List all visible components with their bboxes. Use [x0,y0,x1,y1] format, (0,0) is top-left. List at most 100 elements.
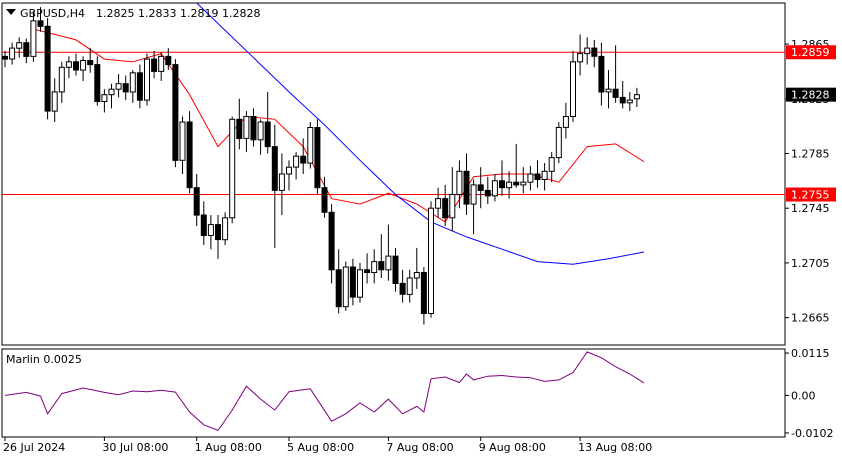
ind-tick-label-0: 0.0115 [791,347,830,360]
candle-body-bear [349,266,356,298]
candle-7 [51,78,58,123]
candle-body-bull [520,181,527,186]
x-tick-label-5: 9 Aug 08:00 [479,441,546,454]
candle-27 [193,174,200,226]
candle-body-bear [151,58,158,72]
ohlc-readout: 1.2825 1.2833 1.2819 1.2828 [96,7,260,20]
candle-37 [264,91,271,154]
candle-22 [158,52,165,81]
current-price-tag: 1.2828 [786,87,836,102]
candle-body-bull [626,99,633,104]
candle-body-bear [44,25,51,112]
candle-body-bear [364,269,371,273]
candle-body-bull [357,269,363,298]
candle-36 [257,119,264,155]
candle-body-bull [115,83,122,90]
candle-29 [207,215,214,250]
candle-body-bear [321,187,328,213]
candle-50 [357,262,363,303]
candle-59 [420,267,427,325]
candle-33 [236,98,243,150]
candle-52 [371,249,378,284]
indicator-pane-frame [1,348,786,438]
candle-6 [44,18,51,120]
candle-26 [186,111,193,194]
candle-body-bear [442,198,449,219]
candle-24 [172,59,179,168]
candle-body-bear [271,146,278,191]
candle-body-bull [406,277,413,295]
y-tick-label-3: 1.2745 [791,202,830,215]
level-price-tag-1: 1.2755 [786,187,836,202]
candle-body-bear [378,261,385,271]
candle-79 [562,102,569,139]
candle-76 [541,163,548,191]
candle-61 [435,187,442,218]
candle-body-bull [555,127,562,159]
candle-body-bull [243,116,250,139]
candle-body-bull [456,170,463,196]
candle-body-bear [328,211,335,271]
blue-moving-average [196,2,645,265]
ind-tick-label-1: 0.00 [791,389,816,402]
candle-89 [633,87,640,107]
candle-87 [619,80,626,109]
candle-47 [335,249,342,314]
candle-88 [626,91,633,112]
candle-body-bull [101,94,108,102]
main-price-pane[interactable] [1,2,786,346]
candle-body-bull [108,88,115,96]
candle-body-bull [278,173,285,191]
candle-body-bear [250,116,257,141]
candle-body-bear [463,170,470,205]
candle-body-bear [314,127,321,189]
candle-body-bear [186,121,193,189]
candle-body-bear [165,55,172,66]
current-price-tag-bg [786,87,836,102]
candle-77 [548,152,555,183]
indicator-pane[interactable] [1,348,786,438]
candle-53 [378,234,385,278]
candle-body-bull [286,166,292,175]
candle-49 [349,258,356,306]
candle-34 [243,111,250,153]
candle-56 [399,269,406,303]
candle-body-bear [591,47,598,57]
candle-69 [491,174,498,202]
candle-30 [215,215,221,259]
candle-body-bull [577,53,584,63]
candle-25 [179,116,186,174]
x-tick-label-1: 30 Jul 08:00 [102,441,168,454]
candle-82 [584,37,591,65]
dropdown-arrow-icon[interactable] [6,9,16,15]
candle-body-bull [207,224,214,237]
candle-body-bull [179,121,186,161]
candle-80 [570,50,576,123]
candle-body-bear [94,64,101,102]
candle-54 [385,224,392,281]
candle-32 [229,116,236,224]
candle-67 [477,167,484,209]
candle-60 [428,201,434,318]
candle-65 [463,153,470,216]
candle-9 [65,56,72,79]
candle-body-bull [307,127,314,164]
current-price-tag-text: 1.2828 [791,89,830,102]
candle-body-bull [633,94,640,100]
candle-body-bear [534,173,541,180]
candle-10 [73,53,79,76]
candle-75 [534,160,541,188]
candle-body-bull [385,255,392,271]
candle-46 [328,204,335,284]
candle-body-bear [2,55,8,60]
candle-66 [470,179,477,235]
candle-body-bear [215,224,221,241]
level-price-tag-1-text: 1.2755 [791,189,830,202]
y-tick-label-5: 1.2665 [791,312,830,325]
candle-body-bull [470,184,477,205]
candle-body-bull [491,180,498,197]
candle-71 [506,171,513,199]
candle-body-bull [229,118,236,219]
candle-4 [30,11,37,62]
